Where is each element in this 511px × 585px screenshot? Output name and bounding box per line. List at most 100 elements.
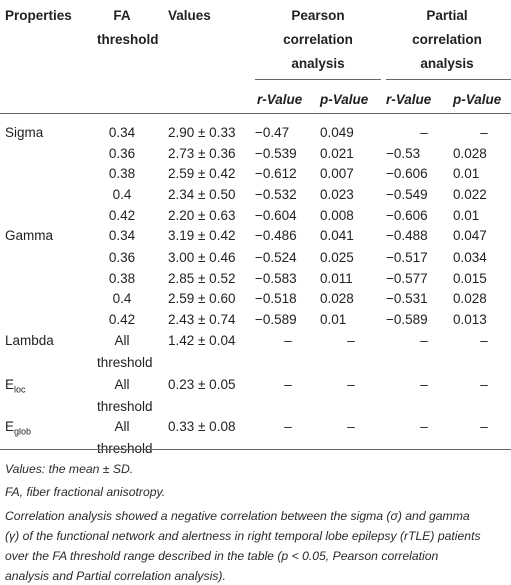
footnote-line-3: over the FA threshold range described in…	[5, 549, 439, 563]
cell-qr: –	[420, 419, 428, 434]
cell-qr: −0.577	[386, 271, 428, 286]
cell-value: 3.00 ± 0.46	[168, 250, 236, 265]
cell-fa: 0.36	[108, 250, 136, 265]
cell-pp: 0.007	[320, 166, 354, 181]
cell-qp: –	[480, 125, 488, 140]
cell-pr: −0.583	[255, 271, 297, 286]
row-property: Eglob	[5, 418, 31, 441]
cell-value: 2.73 ± 0.36	[168, 146, 236, 161]
cell-value: 2.90 ± 0.33	[168, 125, 236, 140]
cell-pp: 0.049	[320, 125, 354, 140]
cell-fa: 0.34	[108, 125, 136, 140]
header-partial-p: p-Value	[453, 92, 502, 107]
footnote-values: Values: the mean ± SD.	[5, 462, 134, 476]
cell-fa: 0.34	[108, 228, 136, 243]
header-properties: Properties	[5, 8, 72, 23]
row-property: Eloc	[5, 376, 26, 399]
cell-qp: 0.022	[453, 187, 487, 202]
header-values: Values	[168, 8, 211, 23]
cell-pr: −0.612	[255, 166, 297, 181]
cell-qp: 0.01	[453, 208, 480, 223]
cell-qr: –	[420, 377, 428, 392]
cell-pp: 0.021	[320, 146, 354, 161]
row-property-subscript: loc	[14, 384, 26, 395]
footnote-fa: FA, fiber fractional anisotropy.	[5, 485, 166, 499]
cell-fa-line1: All	[114, 333, 130, 348]
cell-qp: –	[480, 333, 488, 348]
cell-fa: 0.38	[108, 271, 136, 286]
cell-qp: 0.01	[453, 166, 480, 181]
cell-qr: −0.606	[386, 208, 428, 223]
cell-qr: –	[420, 125, 428, 140]
cell-qp: 0.013	[453, 312, 487, 327]
header-partial-line2: correlation	[412, 32, 482, 47]
cell-pr: –	[284, 333, 292, 348]
cell-pr: −0.47	[255, 125, 290, 140]
cell-fa: 0.42	[108, 312, 136, 327]
cell-pr: −0.532	[255, 187, 297, 202]
header-fa-line1: FA	[113, 8, 131, 23]
cell-fa: 0.36	[108, 146, 136, 161]
cell-qr: −0.606	[386, 166, 428, 181]
footnote-line-1: Correlation analysis showed a negative c…	[5, 509, 470, 523]
cell-fa-line1: All	[114, 377, 130, 392]
cell-fa-line2: threshold	[97, 355, 153, 370]
cell-pr: −0.604	[255, 208, 297, 223]
footnote-line-2: (γ) of the functional network and alertn…	[5, 529, 481, 543]
cell-value: 2.20 ± 0.63	[168, 208, 236, 223]
header-pearson-line2: correlation	[283, 32, 353, 47]
row-property: Gamma	[5, 228, 54, 243]
header-pearson-line3: analysis	[291, 56, 345, 71]
row-property-main: E	[5, 377, 15, 392]
header-fa-line2: threshold	[97, 32, 159, 47]
cell-qr: −0.549	[386, 187, 428, 202]
cell-value: 2.59 ± 0.60	[168, 291, 236, 306]
cell-qr: −0.589	[386, 312, 428, 327]
header-partial-r: r-Value	[386, 92, 432, 107]
cell-pp: 0.028	[320, 291, 354, 306]
cell-fa: 0.4	[112, 291, 132, 306]
table-page: Properties FA threshold Values Pearson c…	[0, 8, 511, 583]
header-pearson-p: p-Value	[320, 92, 369, 107]
cell-qp: 0.028	[453, 291, 487, 306]
cell-qp: 0.028	[453, 146, 487, 161]
cell-qp: 0.047	[453, 228, 487, 243]
cell-qp: –	[480, 419, 488, 434]
partial-underline	[386, 79, 511, 80]
header-pearson-line1: Pearson	[291, 8, 345, 23]
cell-pp: –	[347, 333, 355, 348]
cell-value: 2.43 ± 0.74	[168, 312, 236, 327]
cell-fa: 0.42	[108, 208, 136, 223]
cell-qp: –	[480, 377, 488, 392]
row-property-main: E	[5, 419, 15, 434]
cell-pp: –	[347, 419, 355, 434]
cell-pr: −0.524	[255, 250, 297, 265]
table-bottom-rule	[0, 449, 511, 450]
pearson-underline	[255, 79, 381, 80]
cell-value: 0.23 ± 0.05	[168, 377, 236, 392]
cell-qr: −0.53	[386, 146, 421, 161]
cell-pp: 0.025	[320, 250, 354, 265]
cell-qr: −0.531	[386, 291, 428, 306]
cell-pr: −0.486	[255, 228, 297, 243]
cell-fa-line2: threshold	[97, 441, 153, 456]
cell-value: 1.42 ± 0.04	[168, 333, 236, 348]
cell-fa: 0.38	[108, 166, 136, 181]
cell-qp: 0.015	[453, 271, 487, 286]
cell-pr: −0.518	[255, 291, 297, 306]
header-partial-line1: Partial	[426, 8, 468, 23]
cell-fa-line1: All	[114, 419, 130, 434]
row-property-subscript: glob	[14, 426, 32, 437]
cell-pp: 0.01	[320, 312, 347, 327]
cell-pp: 0.008	[320, 208, 354, 223]
header-bottom-rule	[0, 113, 511, 114]
cell-fa: 0.4	[112, 187, 132, 202]
cell-value: 2.34 ± 0.50	[168, 187, 236, 202]
cell-qr: −0.517	[386, 250, 428, 265]
row-property-main: Lambda	[5, 333, 54, 348]
cell-pr: −0.539	[255, 146, 297, 161]
cell-qr: −0.488	[386, 228, 428, 243]
cell-value: 2.85 ± 0.52	[168, 271, 236, 286]
cell-pp: 0.023	[320, 187, 354, 202]
row-property: Lambda	[5, 332, 54, 349]
